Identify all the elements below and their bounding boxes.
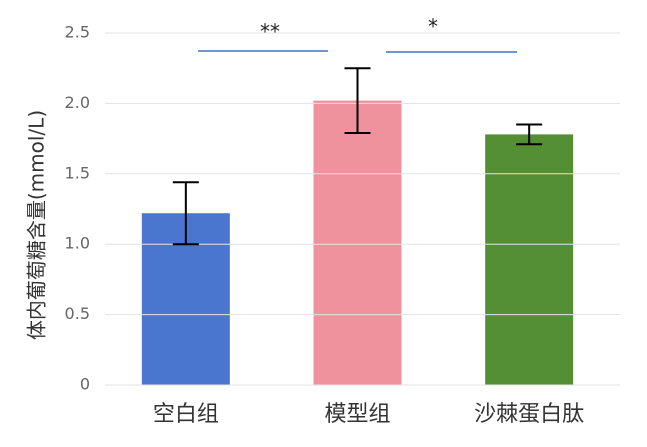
error-bar — [516, 123, 543, 146]
significance-mark: ** — [260, 20, 280, 44]
y-tick-label: 0 — [80, 375, 90, 394]
bar — [313, 100, 402, 386]
x-tick-label: 空白组 — [153, 402, 219, 427]
x-tick-label: 沙棘蛋白肽 — [474, 402, 584, 427]
error-bar — [344, 67, 371, 134]
significance-mark: * — [428, 15, 438, 39]
y-tick-label: 1.5 — [65, 163, 90, 182]
y-tick-label: 2.5 — [65, 23, 90, 42]
bar — [485, 134, 574, 385]
y-tick-label: 0.5 — [65, 304, 90, 323]
x-tick-label: 模型组 — [324, 402, 390, 427]
y-tick-label: 2.0 — [65, 93, 90, 112]
y-tick-label: 1.0 — [65, 234, 90, 253]
y-axis-label: 体内葡萄糖含量(mmol/L) — [25, 110, 49, 340]
error-bar — [172, 181, 199, 246]
